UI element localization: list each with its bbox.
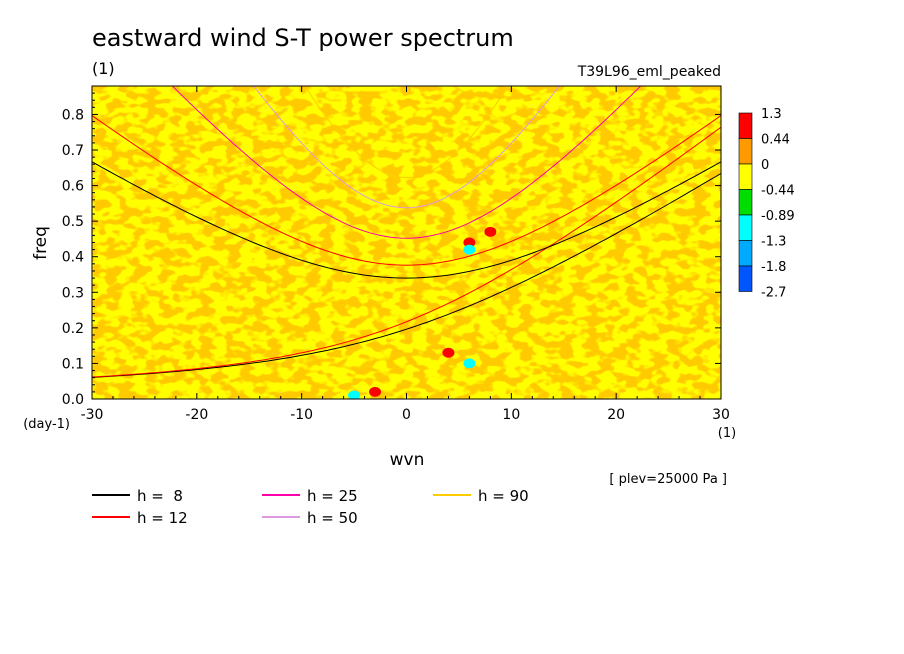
dispersion-curve [92,115,721,266]
y-axis: 0.0 0.1 0.2 0.3 0.4 0.5 0.6 0.7 0.8 [62,92,721,408]
colorbar-level-label: 1.3 [761,107,782,122]
x-tick-label: 10 [502,407,520,423]
x-unit-label: (1) [718,426,736,441]
field-spot [463,244,476,255]
y-tick-label: 0.7 [62,143,84,159]
legend-entry-label: h = 8 [137,487,183,505]
dispersion-curve [253,86,560,209]
field-orange-patches [92,86,721,399]
run-label: T39L96_eml_peaked [577,64,721,80]
x-tick-label: -10 [290,407,313,423]
colorbar-level-label: -0.89 [761,209,795,224]
y-tick-label: 0.0 [62,392,84,408]
y-tick-label: 0.3 [62,285,84,301]
colorbar-swatch [738,189,753,216]
dispersion-curve [92,161,721,279]
dispersion-curve [92,126,721,378]
y-tick-label: 0.1 [62,356,84,372]
dispersion-curve [92,172,721,378]
y-tick-label: 0.4 [62,250,84,266]
legend-entry-label: h = 50 [307,509,358,527]
colorbar-level-label: -1.3 [761,235,786,250]
dispersion-curves [92,86,721,378]
x-tick-label: 30 [712,407,730,423]
colorbar-level-label: 0 [761,158,769,173]
chart-title: eastward wind S-T power spectrum [92,24,514,52]
colorbar-swatch [738,214,753,241]
y-tick-label: 0.8 [62,107,84,123]
x-tick-label: 20 [607,407,625,423]
colorbar-swatch [738,163,753,190]
level-footnote: [ plev=25000 Pa ] [609,472,727,487]
y-tick-label: 0.6 [62,179,84,195]
plot-area [92,86,721,399]
field-spot [369,386,382,397]
colorbar-swatch [738,265,753,292]
colorbar-swatch [738,112,753,139]
y-tick-label: 0.2 [62,321,84,337]
y-tick-label: 0.5 [62,214,84,230]
legend: h = 8 h = 12 h = 25 h = 50 h = 90 [92,487,529,527]
colorbar-swatch [738,138,753,165]
x-tick-label: -30 [81,407,104,423]
legend-entry-label: h = 25 [307,487,358,505]
colorbar-level-label: -1.8 [761,260,786,275]
field-spot [463,358,476,369]
colorbar-level-label: -2.7 [761,286,786,301]
colorbar: 1.3 0.44 0 -0.44 -0.89 -1.3 -1.8 -2.7 [738,107,795,301]
colorbar-level-label: 0.44 [761,133,790,148]
y-axis-label: freq [31,226,51,260]
dispersion-curve [304,86,509,179]
dispersion-curve [171,86,642,239]
colorbar-level-label: -0.44 [761,184,795,199]
colorbar-swatch [738,240,753,267]
field-spots [348,226,497,399]
x-tick-label: -20 [185,407,208,423]
field-spot [442,347,455,358]
field-spot [484,226,497,237]
x-tick-label: 0 [402,407,411,423]
legend-entry-label: h = 90 [478,487,529,505]
x-axis: -30 -20 -10 0 10 20 30 [81,86,730,423]
chart-subtitle: (1) [92,59,115,78]
legend-entry-label: h = 12 [137,509,188,527]
field-spot [348,390,361,399]
y-unit-label: (day-1) [23,417,70,432]
field-spot [463,237,476,248]
x-axis-label: wvn [390,450,425,470]
